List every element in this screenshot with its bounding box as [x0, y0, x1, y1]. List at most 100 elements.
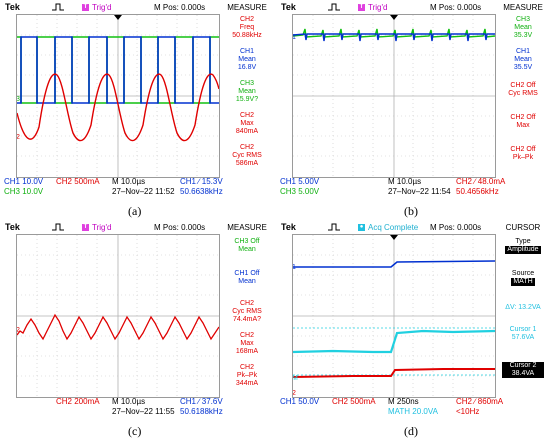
ch2-scale: CH2 500mA: [332, 397, 376, 406]
scope-panel-d: Tek ● Acq Complete M Pos: 0.000s 1: [280, 222, 550, 418]
ch1-trace: [293, 33, 495, 42]
frequency-readout: <10Hz: [456, 407, 480, 416]
cursor-source-label: Source: [511, 270, 535, 277]
measure-menu: MEASURE CH3 Off Mean CH1 Off Mean CH2 Cy…: [220, 222, 274, 418]
frequency-readout: 50.6638kHz: [180, 187, 223, 196]
trigger-pulse-icon: [328, 3, 340, 11]
measure-source: CH2: [239, 112, 254, 119]
ch2-trace: [17, 313, 219, 341]
svg-text:M: M: [293, 375, 298, 382]
cursor-1-value: 57.6VA: [511, 334, 535, 341]
measure-item[interactable]: CH3 Off Mean: [220, 238, 274, 254]
measure-item[interactable]: CH3 Mean 35.3V: [496, 16, 550, 40]
svg-text:1: 1: [293, 34, 296, 41]
trigger-status: Trig'd: [92, 223, 112, 232]
measure-source: CH3: [515, 16, 530, 23]
horizontal-position: M Pos: 0.000s: [154, 3, 206, 12]
figure-caption: (b): [404, 204, 418, 218]
timestamp: 27–Nov–22 11:55: [112, 407, 175, 416]
measure-source: CH2 Off: [510, 146, 536, 153]
measure-type: Cyc RMS: [232, 308, 262, 315]
measure-type: Pk–Pk: [236, 372, 258, 379]
trigger-status: Trig'd: [368, 3, 388, 12]
measure-source: CH2: [239, 364, 254, 371]
measure-value: 15.9V?: [235, 96, 259, 103]
ch2-trace: [293, 368, 495, 378]
waveform-display: 1 M 2: [292, 234, 496, 398]
trigger-level: CH2 ∕ 48.0mA: [456, 177, 506, 186]
measure-type: Mean: [238, 56, 256, 63]
ch1-trace: [17, 36, 219, 104]
trigger-status-icon: T: [82, 4, 89, 11]
measure-value: 168mA: [235, 348, 259, 355]
measure-item[interactable]: CH1 Mean 16.8V: [220, 48, 274, 72]
ch2-trace: [17, 73, 219, 142]
timebase: M 10.0µs: [112, 177, 146, 186]
measure-value: 74.4mA?: [232, 316, 262, 323]
measure-type: Cyc RMS: [508, 90, 538, 97]
measure-value: 50.88kHz: [232, 32, 262, 39]
measure-item[interactable]: CH2 Off Max: [496, 114, 550, 130]
cursor-source-item[interactable]: Source MATH: [496, 270, 550, 286]
cursor-type-value: Amplitude: [505, 246, 541, 254]
channel-readout: CH1 5.00V M 10.0µs CH2 ∕ 48.0mA CH3 5.00…: [280, 177, 550, 199]
measure-value: 840mA: [235, 128, 259, 135]
brand-label: Tek: [281, 2, 296, 12]
measure-source: CH3 Off: [234, 238, 260, 245]
trigger-status-icon: T: [82, 224, 89, 231]
measure-item[interactable]: CH2 Cyc RMS 586mA: [220, 144, 274, 168]
measure-item[interactable]: CH2 Off Cyc RMS: [496, 82, 550, 98]
measure-source: CH1: [239, 48, 254, 55]
measure-type: Mean: [238, 88, 256, 95]
figure-caption: (a): [128, 204, 142, 218]
measure-item[interactable]: CH2 Cyc RMS 74.4mA?: [220, 300, 274, 324]
measure-source: CH2: [239, 144, 254, 151]
figure-caption: (c): [128, 424, 142, 438]
svg-text:2: 2: [17, 327, 20, 334]
trigger-level: CH1 ∕ 37.6V: [180, 397, 223, 406]
cursor-2-value: 38.4VA: [502, 370, 544, 378]
measure-source: CH2 Off: [510, 82, 536, 89]
status-bar: Tek T Trig'd M Pos: 0.000s: [4, 222, 274, 234]
trigger-level: CH2 ∕ 860mA: [456, 397, 504, 406]
measure-value: 16.8V: [237, 64, 257, 71]
trigger-level: CH1 ∕ 15.3V: [180, 177, 223, 186]
trigger-pulse-icon: [328, 223, 340, 231]
channel-readout: CH1 50.0V CH2 500mA M 250ns CH2 ∕ 860mA …: [280, 397, 550, 419]
measure-item[interactable]: CH1 Mean 35.5V: [496, 48, 550, 72]
ch3-scale: CH3 5.00V: [280, 187, 320, 196]
timestamp: 27–Nov–22 11:52: [112, 187, 175, 196]
menu-title: MEASURE: [227, 3, 267, 12]
ch2-scale: CH2 500mA: [56, 177, 100, 186]
trigger-pulse-icon: [52, 3, 64, 11]
measure-type: Freq: [239, 24, 255, 31]
status-bar: Tek ● Acq Complete M Pos: 0.000s: [280, 222, 550, 234]
timebase: M 250ns: [388, 397, 419, 406]
cursor-1-item[interactable]: Cursor 1 57.6VA: [496, 326, 550, 342]
measure-item[interactable]: CH2 Max 168mA: [220, 332, 274, 356]
measure-item[interactable]: CH2 Max 840mA: [220, 112, 274, 136]
measure-item[interactable]: CH2 Freq 50.88kHz: [220, 16, 274, 40]
cursor-2-item[interactable]: Cursor 2 38.4VA: [496, 362, 550, 378]
cursor-delta-readout: ΔV: 13.2VA: [505, 304, 541, 311]
scope-panel-b: Tek T Trig'd M Pos: 0.000s 1 MEASURE CH3…: [280, 2, 550, 198]
measure-item[interactable]: CH2 Off Pk–Pk: [496, 146, 550, 162]
math-trace: [293, 329, 495, 354]
menu-title: MEASURE: [227, 223, 267, 232]
measure-item[interactable]: CH1 Off Mean: [220, 270, 274, 286]
status-bar: Tek T Trig'd M Pos: 0.000s: [280, 2, 550, 14]
measure-menu: MEASURE CH3 Mean 35.3V CH1 Mean 35.5V CH…: [496, 2, 550, 198]
channel-readout: CH1 10.0V CH2 500mA M 10.0µs CH1 ∕ 15.3V…: [4, 177, 274, 199]
menu-title: CURSOR: [505, 223, 541, 232]
cursor-type-item[interactable]: Type Amplitude: [496, 238, 550, 254]
frequency-readout: 50.6188kHz: [180, 407, 223, 416]
waveform-display: 3 2: [16, 14, 220, 178]
figure-caption: (d): [404, 424, 418, 438]
measure-item[interactable]: CH2 Pk–Pk 344mA: [220, 364, 274, 388]
measure-source: CH2: [239, 300, 254, 307]
measure-type: Mean: [514, 24, 532, 31]
svg-text:3: 3: [17, 96, 20, 103]
measure-type: Pk–Pk: [512, 154, 534, 161]
horizontal-position: M Pos: 0.000s: [430, 223, 482, 232]
measure-item[interactable]: CH3 Mean 15.9V?: [220, 80, 274, 104]
